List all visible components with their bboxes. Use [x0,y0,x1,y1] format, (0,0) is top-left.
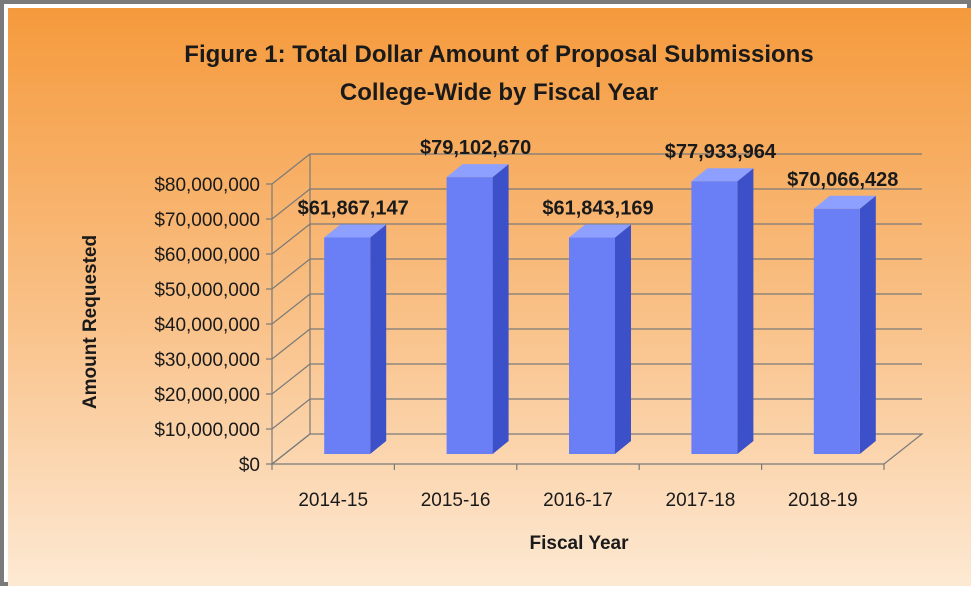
bar-side [370,224,387,454]
y-tick-label: $80,000,000 [154,175,260,196]
gridline-depth [271,258,311,290]
gridline-depth [271,223,311,255]
y-tick-label: $50,000,000 [154,280,260,301]
y-axis-label: Amount Requested [80,235,101,409]
y-tick-label: $70,000,000 [154,210,260,231]
bar-top [813,195,876,209]
gridline-depth [271,293,311,325]
y-tick-label: $10,000,000 [154,420,260,441]
gridline-depth [271,398,311,430]
bar-top [446,164,509,178]
x-tick-label: 2014-15 [298,490,368,511]
bar-side [859,195,876,454]
bar [446,177,493,454]
y-tick-label: $60,000,000 [154,245,260,266]
x-tick-label: 2015-16 [421,490,491,511]
bar-side [737,168,754,454]
gridline-depth [271,328,311,360]
gridline-depth [271,188,311,220]
chart-floor [270,433,924,465]
bar-top [324,224,387,238]
y-tick-label: $40,000,000 [154,315,260,336]
x-tick-label: 2018-19 [788,490,858,511]
x-tick-label: 2016-17 [543,490,613,511]
gridline-depth [271,153,311,185]
bar [569,237,615,454]
gridline-depth [271,363,311,395]
bar-top [569,224,631,238]
x-tick-label: 2017-18 [666,490,736,511]
bar [813,208,860,454]
bar-top [691,168,754,182]
data-label: $77,933,964 [665,141,777,163]
data-label: $61,843,169 [542,198,653,220]
chart-title-line-2: College-Wide by Fiscal Year [340,79,658,106]
y-tick-label: $30,000,000 [154,350,260,371]
y-tick-label: $0 [239,455,260,476]
bar-side [615,224,631,454]
data-label: $79,102,670 [420,137,531,159]
data-label: $70,066,428 [787,169,898,191]
bar-side [492,164,509,454]
bar [324,237,371,454]
y-tick-label: $20,000,000 [154,385,260,406]
bar [691,181,738,454]
bar-chart: Figure 1: Total Dollar Amount of Proposa… [8,8,971,586]
x-axis-label: Fiscal Year [530,533,630,554]
data-label: $61,867,147 [298,197,409,219]
chart-title-line-1: Figure 1: Total Dollar Amount of Proposa… [184,41,813,68]
